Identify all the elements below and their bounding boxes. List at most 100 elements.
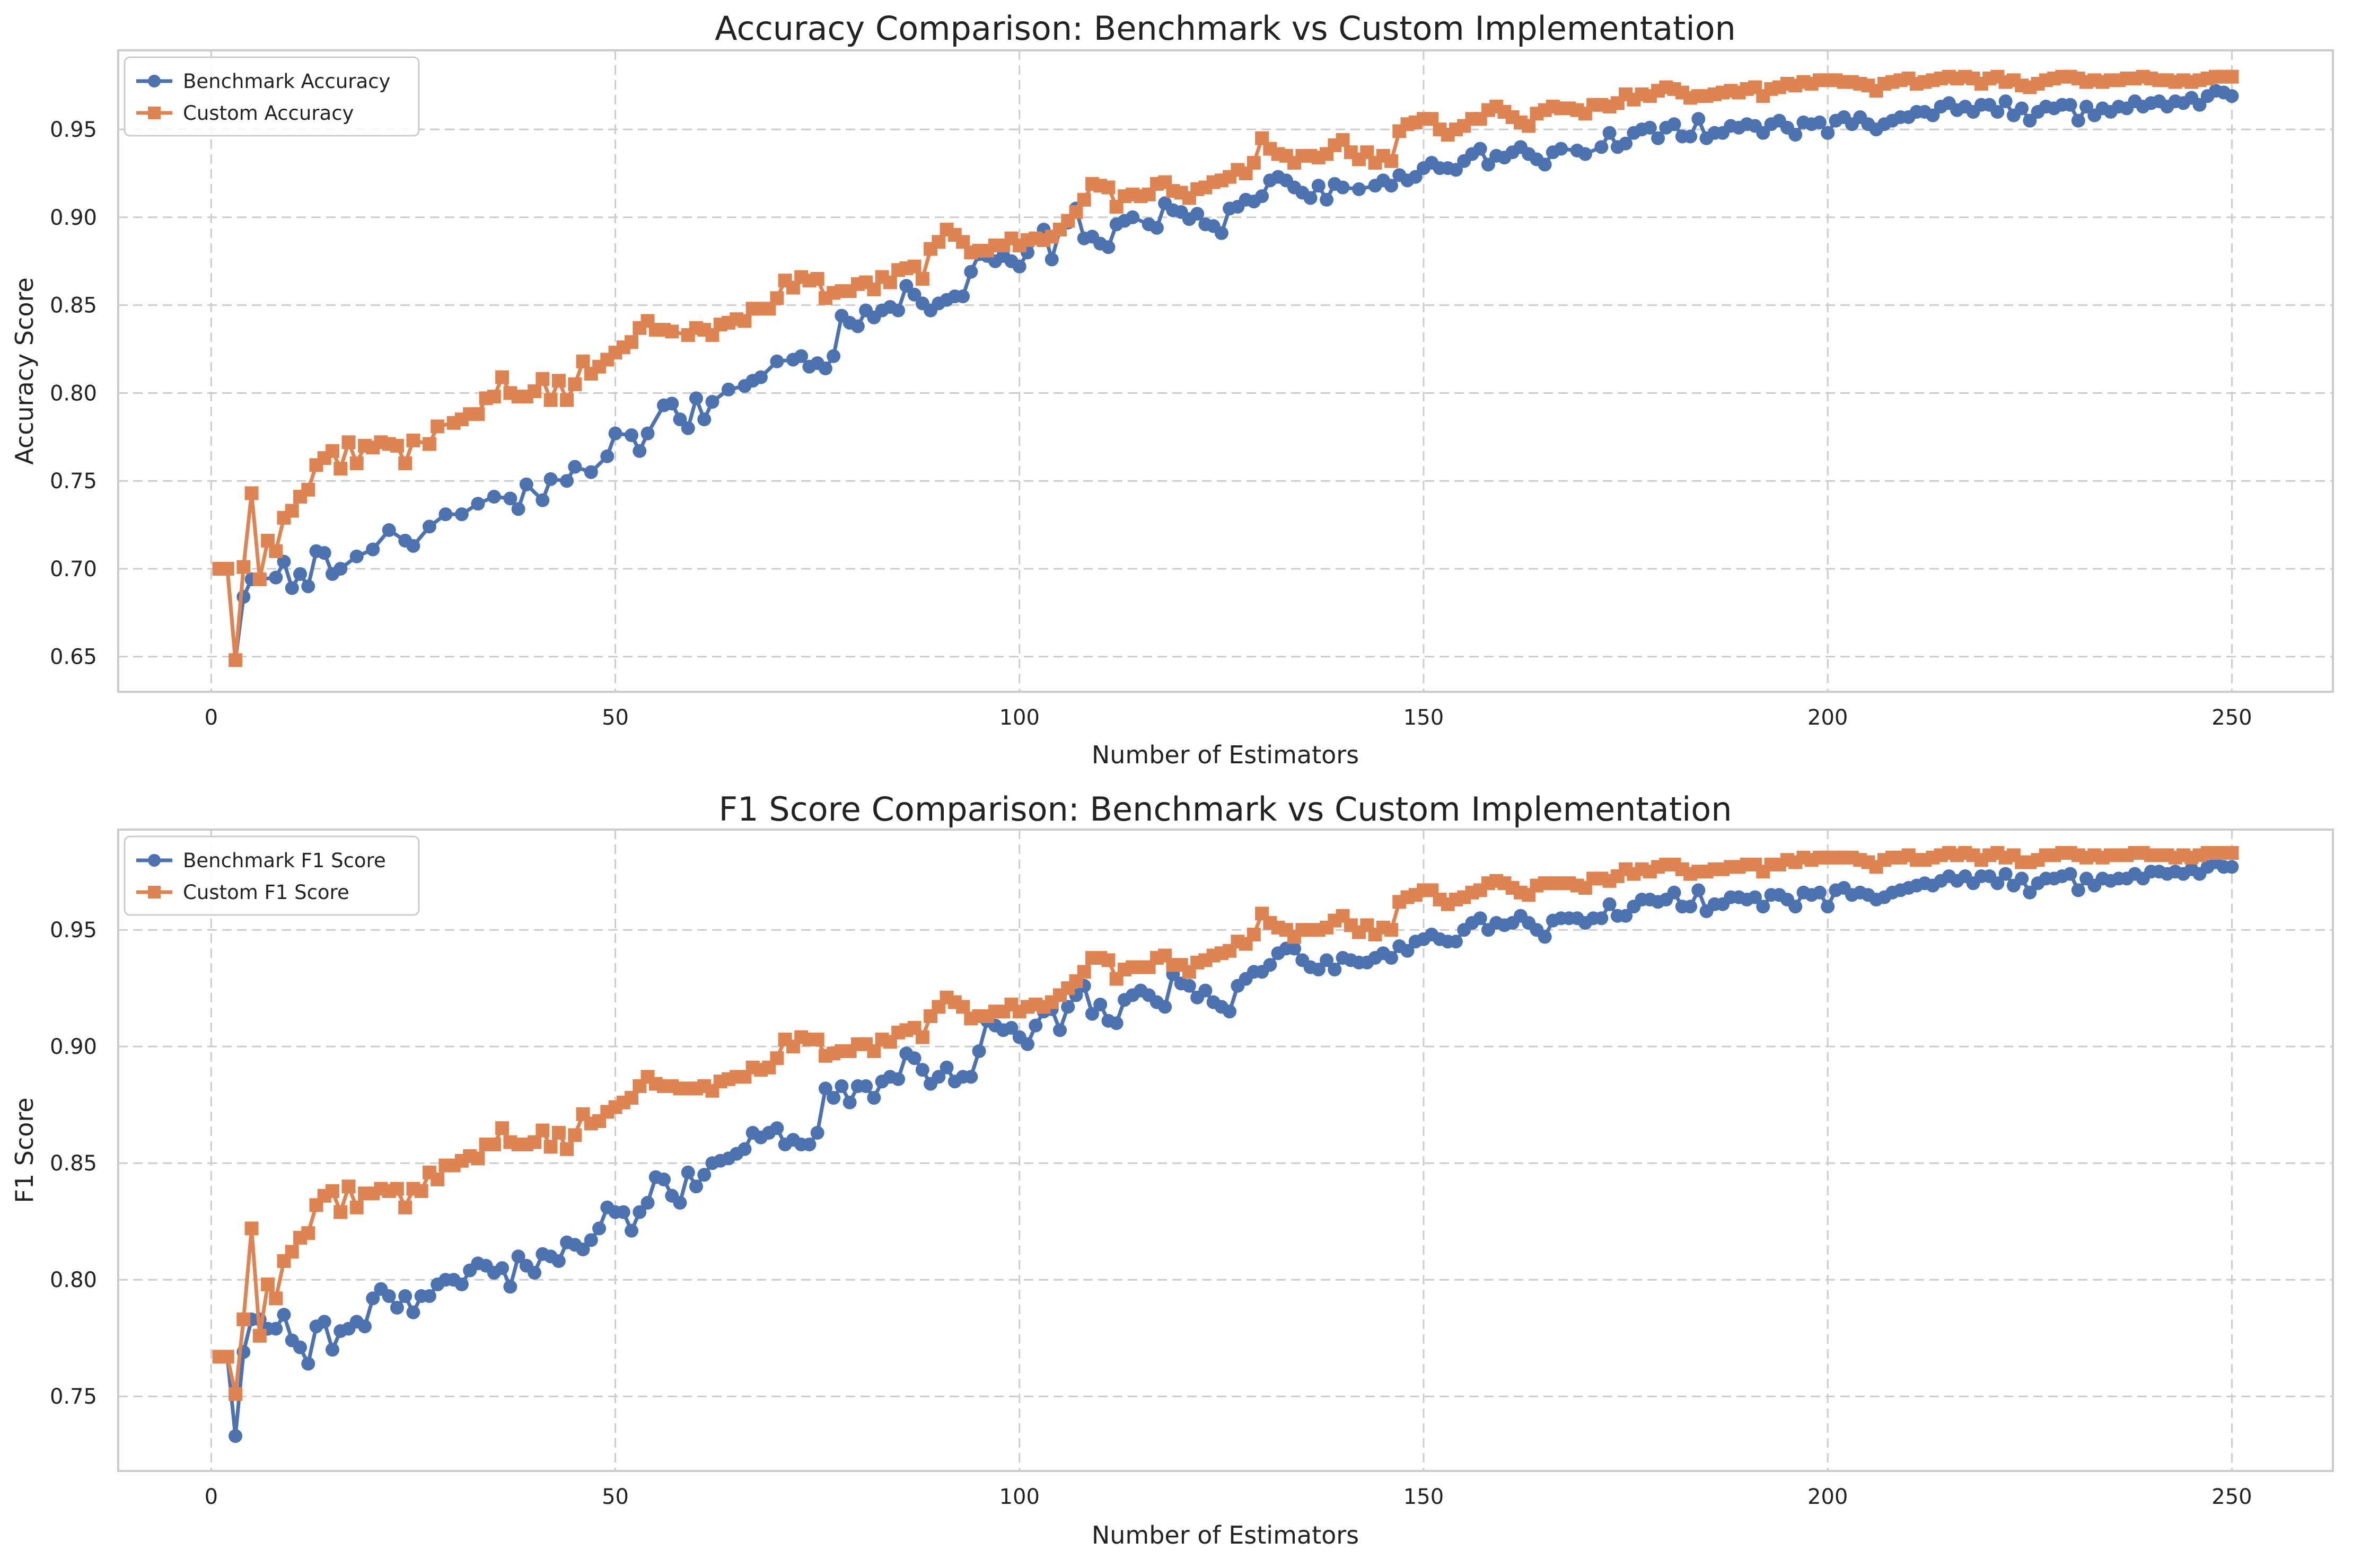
data-point	[625, 1091, 639, 1105]
data-point	[827, 349, 841, 363]
data-point	[1691, 112, 1706, 126]
data-point	[907, 259, 921, 274]
data-point	[753, 370, 768, 384]
data-point	[528, 1135, 542, 1149]
data-point	[2063, 98, 2077, 112]
data-point	[293, 567, 308, 581]
data-point	[2225, 69, 2239, 84]
data-point	[835, 1079, 849, 1093]
data-point	[1101, 180, 1116, 195]
data-point	[1012, 259, 1026, 274]
data-point	[2023, 113, 2037, 128]
data-point	[390, 1301, 404, 1315]
data-point	[349, 1200, 364, 1214]
data-point	[1481, 157, 1495, 172]
data-point	[1101, 240, 1116, 254]
data-point	[665, 397, 679, 411]
data-point	[1052, 1023, 1067, 1037]
legend-label-custom: Custom F1 Score	[183, 881, 349, 904]
data-point	[1109, 1016, 1124, 1030]
data-point	[406, 539, 420, 553]
data-point	[625, 335, 639, 349]
data-point	[414, 1184, 428, 1198]
data-point	[349, 456, 364, 471]
data-point	[932, 235, 946, 249]
data-point	[454, 507, 469, 522]
data-point	[536, 493, 550, 507]
data-point	[325, 444, 339, 458]
data-point	[1021, 1037, 1035, 1051]
data-point	[915, 1063, 929, 1077]
data-point	[1336, 180, 1350, 195]
data-point	[964, 265, 978, 279]
data-point	[883, 275, 897, 289]
data-point	[220, 1350, 234, 1364]
data-point	[1998, 94, 2013, 109]
data-point	[915, 271, 929, 286]
grid	[118, 50, 2333, 692]
data-point	[236, 1312, 251, 1326]
data-point	[1061, 1000, 1075, 1014]
data-point	[964, 1070, 978, 1084]
data-point	[229, 1387, 243, 1401]
data-point	[317, 1315, 331, 1329]
data-point	[810, 271, 824, 286]
legend-marker-square	[148, 107, 161, 119]
y-tick-label: 0.90	[50, 1035, 97, 1059]
data-point	[277, 554, 291, 569]
series-custom-f1-score	[212, 846, 2239, 1401]
data-point	[1449, 935, 1463, 949]
legend: Benchmark Accuracy Custom Accuracy	[124, 56, 420, 137]
data-point	[891, 303, 906, 318]
y-tick-label: 0.75	[50, 1385, 97, 1409]
data-point	[867, 282, 881, 296]
data-point	[1990, 105, 2005, 119]
data-point	[1926, 108, 1940, 122]
data-point	[1069, 205, 1083, 219]
data-point	[398, 1289, 412, 1303]
data-point	[568, 1128, 582, 1142]
data-point	[1214, 226, 1228, 240]
data-point	[229, 653, 243, 667]
y-tick-label: 0.90	[50, 206, 97, 230]
data-point	[252, 1328, 267, 1343]
data-point	[560, 393, 574, 407]
data-point	[1594, 140, 1609, 154]
data-point	[406, 433, 420, 447]
data-point	[1667, 117, 1681, 131]
data-point	[1473, 911, 1487, 926]
data-point	[1311, 179, 1326, 193]
data-point	[681, 1165, 695, 1179]
data-point	[770, 1051, 784, 1065]
data-point	[382, 523, 396, 538]
y-tick-label: 0.65	[50, 645, 97, 670]
data-point	[1619, 136, 1633, 151]
accuracy-chart: Accuracy Comparison: Benchmark vs Custom…	[10, 9, 2334, 769]
data-point	[1602, 126, 1617, 140]
data-point	[349, 549, 364, 563]
data-point	[592, 1221, 607, 1236]
data-point	[390, 1182, 404, 1196]
data-point	[1077, 965, 1091, 979]
data-point	[600, 449, 615, 463]
data-point	[1400, 944, 1415, 958]
data-point	[2023, 885, 2037, 900]
data-point	[689, 391, 703, 406]
data-point	[576, 354, 590, 368]
data-point	[244, 486, 259, 500]
data-point	[398, 456, 412, 471]
x-axis-label: Number of Estimators	[1092, 1521, 1359, 1549]
data-point	[285, 581, 299, 595]
data-point	[1756, 900, 1770, 914]
data-point	[859, 1079, 873, 1093]
data-point	[1336, 133, 1350, 147]
data-point	[770, 291, 784, 305]
data-point	[1263, 958, 1277, 972]
data-point	[673, 1196, 687, 1210]
data-point	[1311, 963, 1326, 976]
data-point	[1077, 192, 1091, 207]
data-point	[519, 477, 533, 491]
data-point	[543, 393, 558, 407]
legend-marker-circle	[148, 854, 161, 867]
data-point	[1812, 885, 1827, 900]
